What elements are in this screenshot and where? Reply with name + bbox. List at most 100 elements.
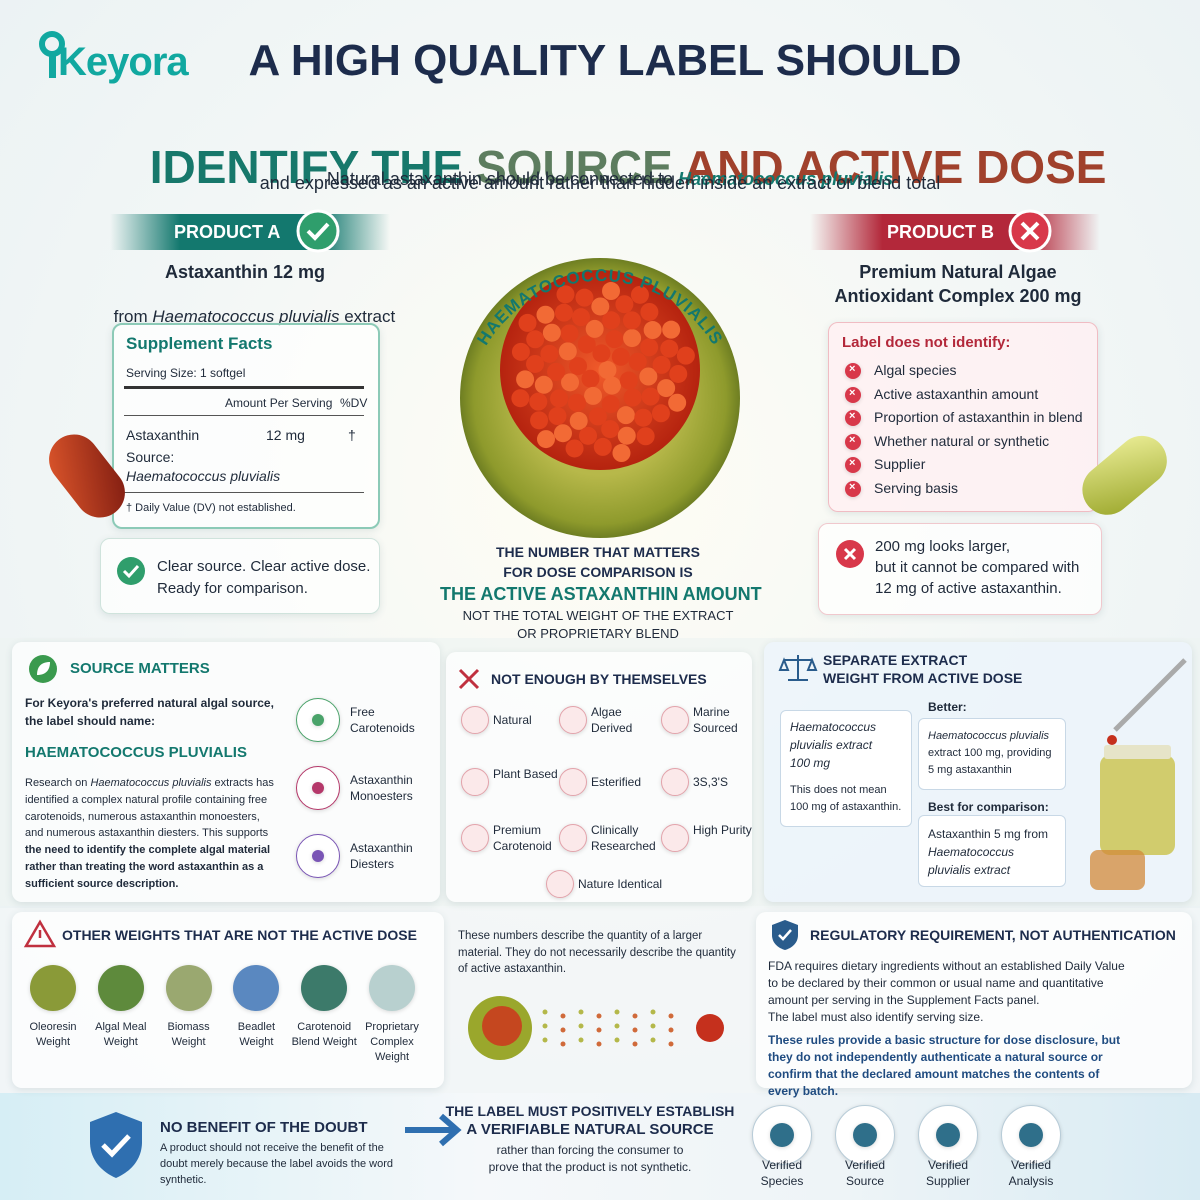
x-mark: [1020, 221, 1040, 241]
particle: [560, 1027, 566, 1033]
verdict-line: 200 mg looks larger,: [875, 538, 1011, 555]
shield-icon: [772, 920, 798, 950]
subtitle-part: Natural astaxanthin should be connected …: [326, 169, 679, 189]
x-icon: [458, 668, 480, 690]
title-line-1: A HIGH QUALITY LABEL SHOULD: [248, 36, 962, 85]
claim-label: Algae Derived: [591, 705, 633, 735]
missing-item: Whether natural or synthetic: [874, 432, 1050, 449]
establish-title: THE LABEL MUST POSITIVELY ESTABLISH: [445, 1103, 735, 1119]
source-item: Free Carotenoids: [350, 705, 415, 735]
claim-label: Premium Carotenoid: [493, 823, 552, 853]
subtitle-line-2: and expressed as an active amount rather…: [259, 173, 941, 193]
particle: [596, 1013, 602, 1019]
facts-col-amount: Amount Per Serving: [225, 396, 333, 410]
logo: Keyora: [58, 40, 189, 84]
cell-granule: [602, 311, 621, 330]
facts-dv: †: [348, 427, 356, 443]
particle: [596, 1041, 602, 1047]
warning-icon: [23, 919, 57, 948]
better-box: [918, 718, 1066, 790]
cell-granule: [643, 321, 662, 340]
source-intro: For Keyora's preferred natural algal sou…: [25, 696, 274, 728]
footer-arrow: [405, 1113, 462, 1147]
cell-granule: [579, 426, 598, 445]
cell-granule: [571, 308, 590, 327]
source-panel: [12, 642, 440, 902]
product-a-name: Astaxanthin 12 mg: [164, 262, 326, 282]
weight-icon: [165, 965, 212, 1011]
center-tail: NOT THE TOTAL WEIGHT OF THE EXTRACT: [462, 608, 734, 623]
left-box: [780, 710, 912, 827]
verified-label: Verified Source: [844, 1158, 886, 1188]
particle: [560, 1013, 566, 1019]
claim-label: Marine Sourced: [693, 705, 738, 735]
claim-label: 3S,3'S: [693, 775, 728, 789]
particle: [668, 1013, 674, 1019]
cell-granule: [641, 387, 660, 406]
particle: [632, 1013, 638, 1019]
cell-granule: [602, 376, 621, 395]
cell-granule: [605, 330, 624, 349]
cell-granule: [617, 426, 636, 445]
claim-icon: [461, 824, 489, 852]
jar-body: [1100, 755, 1175, 855]
regulatory-body-2: The label must also identify serving siz…: [768, 1010, 984, 1024]
cell-granule: [593, 437, 612, 456]
check-circle: [296, 209, 340, 253]
leaf-shape: [37, 662, 50, 675]
cell-granule: [640, 302, 659, 321]
x-bullet: [845, 386, 861, 403]
x-mark: [458, 668, 480, 690]
shield-shape: [90, 1112, 142, 1178]
text-part: from: [113, 307, 153, 326]
molecule-node: [312, 714, 324, 726]
cell-granule: [536, 430, 555, 449]
claim-icon: [661, 824, 689, 852]
weight-icon: [369, 965, 415, 1011]
weight-label: Proprietary Complex Weight: [365, 1021, 419, 1063]
particle: [596, 1027, 602, 1033]
active-dose: [696, 1014, 724, 1042]
text-part: extract: [970, 863, 1011, 877]
facts-rule: [124, 492, 364, 493]
cell-granule: [560, 324, 579, 343]
cell-granule: [623, 329, 642, 348]
cell-granule: [518, 313, 537, 332]
x-bullet: [845, 481, 861, 497]
facts-serving: Serving Size: 1 softgel: [126, 366, 246, 380]
weight-icon: [301, 965, 348, 1011]
cell-granule: [530, 411, 549, 430]
benefit-title: NO BENEFIT OF THE DOUBT: [160, 1119, 368, 1136]
cell-granule: [561, 373, 580, 392]
arrow-shape: [405, 1113, 462, 1147]
leaf-icon: [29, 655, 57, 683]
algae-cell: HAEMATOCOCCUS PLUVIALIS: [460, 258, 740, 538]
particle: [542, 1037, 548, 1043]
subtitle-part: Haematococcus pluvialis: [678, 169, 894, 189]
cell-granule: [577, 335, 596, 354]
check-mark: [306, 222, 330, 241]
cell-granule: [511, 389, 530, 408]
cell-granule: [554, 303, 573, 322]
missing-title: Label does not identify:: [842, 334, 1011, 351]
claim-label: Nature Identical: [578, 877, 663, 891]
claim-icon: [559, 768, 587, 796]
product-b-badge: [810, 214, 1100, 250]
weight-label: Beadlet Weight: [237, 1021, 276, 1048]
cell-granule: [592, 344, 611, 363]
best-text: Astaxanthin 5 mg from Haematococcus pluv…: [928, 825, 1053, 879]
regulatory-panel: [756, 912, 1192, 1088]
title-part: IDENTIFY THE: [149, 141, 476, 193]
cell-granule: [548, 407, 567, 426]
facts-rule: [124, 415, 364, 416]
x-bullet: [845, 363, 861, 379]
product-b-name: Premium Natural Algae: [859, 262, 1057, 282]
molecule-node: [312, 782, 324, 794]
particle: [668, 1041, 674, 1047]
x-bullet: [845, 433, 861, 450]
left-box-text: Haematococcus pluvialis extract 100 mg: [790, 720, 877, 770]
product-b-label: PRODUCT B: [887, 222, 994, 242]
better-label: Better:: [928, 700, 967, 714]
claim-icon: [546, 870, 574, 898]
cell-granule: [542, 323, 561, 342]
